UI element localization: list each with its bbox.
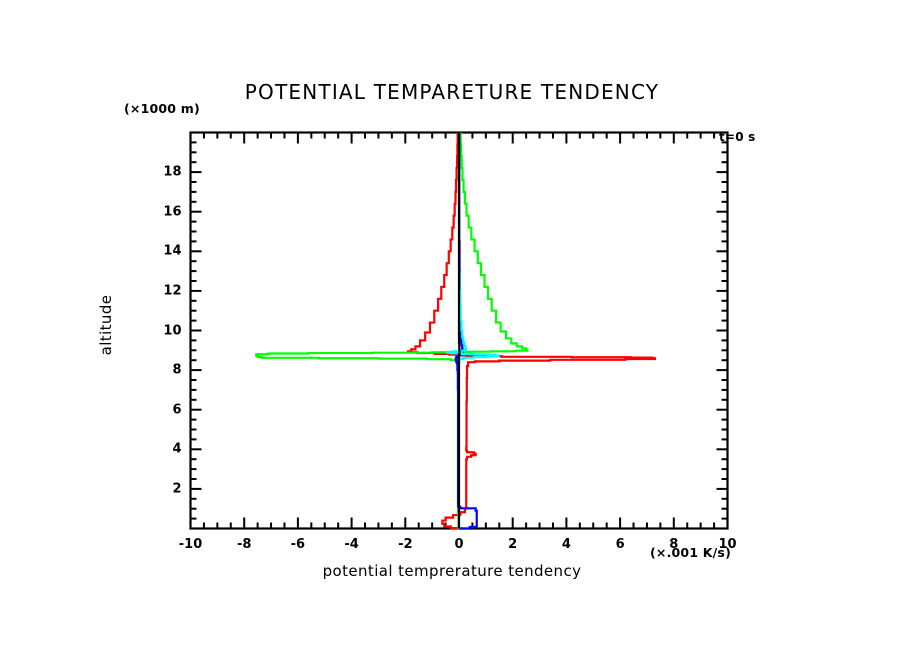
y-axis-unit-label: (×1000 m) — [124, 101, 200, 116]
y-tick-label: 18 — [163, 164, 182, 180]
y-tick-label: 2 — [172, 481, 182, 497]
axis-ticks — [189, 131, 729, 530]
x-tick-label: 4 — [561, 536, 571, 552]
data-line-series-red — [406, 132, 657, 530]
x-tick-label: -4 — [344, 536, 359, 552]
x-axis-unit-label: (×.001 K/s) — [650, 545, 731, 560]
x-tick-label: 2 — [508, 536, 518, 552]
chart-title: POTENTIAL TEMPARETURE TENDENCY — [244, 80, 660, 104]
x-tick-label: 0 — [454, 536, 464, 552]
x-axis-title: potential temprerature tendency — [322, 562, 582, 580]
y-tick-label: 8 — [172, 362, 182, 378]
x-tick-label: 6 — [615, 536, 625, 552]
y-tick-label: 4 — [172, 441, 182, 457]
x-tick-label: -8 — [236, 536, 252, 552]
y-tick-label: 10 — [163, 323, 182, 338]
x-tick-label: -10 — [178, 536, 203, 552]
x-tick-label: 8 — [669, 536, 679, 552]
data-series-group — [255, 132, 657, 530]
y-tick-label: 14 — [163, 243, 182, 259]
x-tick-label: -6 — [290, 536, 306, 552]
x-tick-label: 10 — [718, 536, 737, 552]
data-line-series-green — [255, 132, 529, 530]
y-tick-label: 6 — [172, 402, 182, 418]
data-line-series-black — [457, 132, 461, 529]
x-tick-label: -2 — [398, 536, 413, 552]
y-tick-label: 16 — [163, 204, 182, 220]
y-tick-label: 12 — [163, 283, 182, 299]
data-line-series-cyan — [445, 271, 500, 371]
